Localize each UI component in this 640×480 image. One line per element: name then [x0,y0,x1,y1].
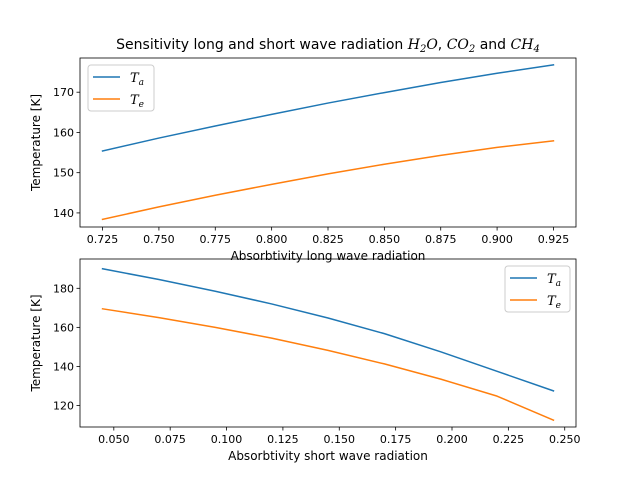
short-wave-panel: 0.050 0.075 0.100 0.125 0.150 0.175 0.200 0.225… [29,258,581,463]
x-tick-label: 0.750 [143,233,175,246]
legend-label-ta: Ta [130,71,144,88]
y-tick-label: 120 [53,400,74,413]
title-co2-base: CO [447,37,470,53]
legend-label-te: Te [547,294,561,311]
x-tick-label: 0.100 [211,433,243,446]
series-line-te [101,307,555,422]
title-h2o-tail: O [426,37,438,53]
x-tick-label: 0.125 [267,433,299,446]
x-tick-label: 0.200 [436,433,468,446]
title-co2-sub: 2 [468,44,475,55]
x-tick-label: 0.175 [380,433,412,446]
x-axis-label: Absorbtivity long wave radiation [231,249,426,263]
legend-label-base: T [547,294,557,309]
title-prefix: Sensitivity long and short wave radiatio… [116,37,408,53]
y-tick-label: 170 [53,86,74,99]
chart-title: Sensitivity long and short wave radiatio… [116,37,540,55]
y-tick-label: 150 [53,167,74,180]
title-and: and [475,37,510,53]
legend-label-base: T [130,71,140,86]
legend-label-ta: Ta [547,272,561,289]
legend-label-te: Te [130,93,144,110]
series-line-ta [101,63,555,152]
x-tick-label: 0.825 [312,233,344,246]
x-tick-label: 0.775 [200,233,232,246]
x-tick-label: 0.875 [425,233,457,246]
x-tick-label: 0.050 [98,433,130,446]
legend-frame [87,64,155,112]
y-tick-label: 140 [53,360,74,373]
y-tick-label: 140 [53,207,74,220]
y-axis-label: Temperature [K] [29,294,43,392]
legend-label-subscript: a [556,279,561,289]
title-sep: , [438,37,447,53]
x-tick-label: 0.150 [324,433,356,446]
axes-frame [79,258,577,428]
legend-label-base: T [547,272,557,287]
x-tick-label: 0.250 [549,433,581,446]
series-line-te [101,140,555,221]
y-axis-label: Temperature [K] [29,94,43,192]
title-ch4-sub: 4 [532,44,539,55]
legend-label-subscript: e [556,301,561,311]
x-tick-label: 0.725 [87,233,119,246]
y-tick-label: 160 [53,321,74,334]
title-h2o-sub: 2 [419,44,426,55]
x-tick-label: 0.225 [493,433,525,446]
y-tick-label: 160 [53,126,74,139]
long-wave-panel: 0.725 0.750 0.775 0.800 0.825 0.850 0.875 0.900… [29,57,577,263]
title-h2o-base: H [407,37,421,53]
x-axis-label: Absorbtivity short wave radiation [228,449,428,463]
y-tick-label: 180 [53,282,74,295]
title-ch4-base: CH [511,37,535,53]
legend-label-subscript: e [139,100,144,110]
x-tick-label: 0.850 [369,233,401,246]
legend-label-subscript: a [139,78,144,88]
legend-label-base: T [130,93,140,108]
x-tick-label: 0.925 [538,233,570,246]
series-line-ta [101,267,555,392]
x-tick-label: 0.900 [481,233,513,246]
x-tick-label: 0.800 [256,233,288,246]
x-tick-label: 0.075 [154,433,186,446]
